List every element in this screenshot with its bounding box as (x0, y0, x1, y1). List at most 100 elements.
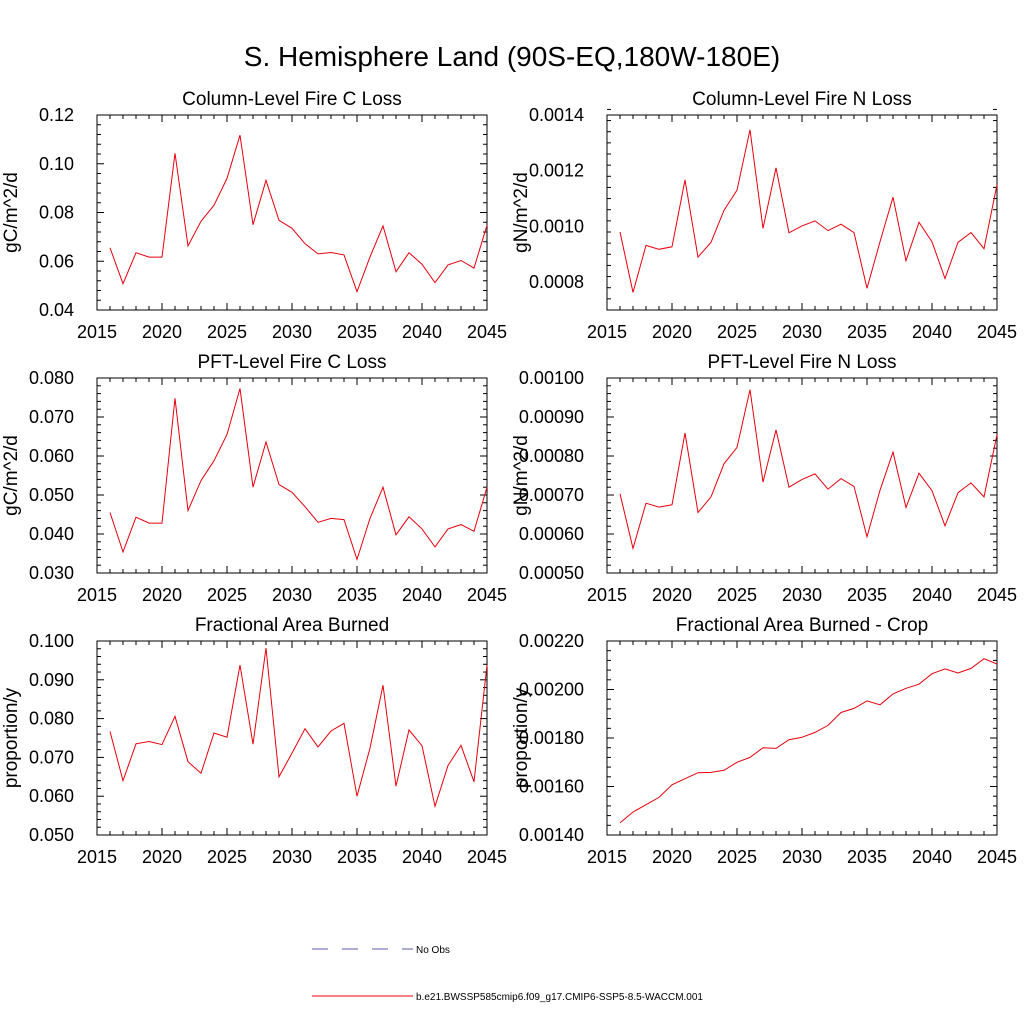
x-tick-label: 2015 (77, 847, 117, 867)
y-tick-label: 0.00100 (519, 368, 584, 388)
panel-6: Fractional Area Burned - Crop 2015 2020 202… (511, 615, 1017, 867)
x-tick-label: 2045 (467, 847, 507, 867)
x-tick-label: 2045 (467, 585, 507, 605)
y-tick-label: 0.0014 (529, 105, 584, 125)
y-tick-label: 0.04 (39, 300, 74, 320)
x-tick-label: 2035 (847, 322, 887, 342)
x-tick-label: 2045 (977, 585, 1017, 605)
x-tick-label: 2030 (272, 847, 312, 867)
x-tick-label: 2040 (402, 585, 442, 605)
panel-3: PFT-Level Fire C Loss 2015 2020 2025 2030 203… (1, 352, 507, 605)
series-line-0 (619, 389, 998, 551)
y-tick-label: 0.00060 (519, 524, 584, 544)
plot-frame (606, 377, 998, 574)
series-line-0 (619, 658, 998, 824)
plot-frame (96, 640, 488, 836)
panel-title: Fractional Area Burned - Crop (676, 615, 928, 636)
x-tick-label: 2045 (467, 322, 507, 342)
y-tick-label: 0.050 (29, 825, 74, 845)
y-tick-label: 0.0010 (529, 216, 584, 236)
y-tick-label: 0.090 (29, 670, 74, 690)
y-tick-label: 0.070 (29, 747, 74, 767)
x-tick-label: 2025 (717, 322, 757, 342)
x-tick-label: 2025 (717, 585, 757, 605)
y-tick-label: 0.080 (29, 368, 74, 388)
panel-title: Column-Level Fire N Loss (692, 89, 912, 110)
x-tick-label: 2015 (77, 322, 117, 342)
y-tick-label: 0.08 (39, 203, 74, 223)
plot-frame (96, 114, 488, 311)
x-tick-label: 2025 (207, 585, 247, 605)
x-tick-label: 2020 (142, 847, 182, 867)
y-axis-label: gN/m^2/d (511, 435, 532, 516)
y-tick-label: 0.12 (39, 105, 74, 125)
y-tick-label: 0.00160 (519, 777, 584, 797)
x-tick-label: 2030 (272, 585, 312, 605)
x-tick-label: 2020 (652, 585, 692, 605)
x-tick-label: 2030 (782, 585, 822, 605)
x-tick-label: 2035 (337, 585, 377, 605)
plot-frame (606, 640, 998, 836)
x-tick-label: 2030 (782, 847, 822, 867)
figure-title: S. Hemisphere Land (90S-EQ,180W-180E) (244, 41, 780, 72)
series-line-0 (109, 647, 488, 809)
x-tick-label: 2040 (402, 322, 442, 342)
y-tick-label: 0.00140 (519, 825, 584, 845)
x-tick-label: 2045 (977, 322, 1017, 342)
series-line-0 (109, 135, 488, 294)
y-tick-label: 0.040 (29, 524, 74, 544)
x-tick-label: 2030 (272, 322, 312, 342)
y-tick-label: 0.00050 (519, 563, 584, 583)
y-tick-label: 0.050 (29, 485, 74, 505)
x-tick-label: 2025 (207, 847, 247, 867)
x-tick-label: 2040 (402, 847, 442, 867)
y-axis-label: gC/m^2/d (1, 172, 22, 253)
y-tick-label: 0.070 (29, 407, 74, 427)
panel-title: PFT-Level Fire N Loss (708, 352, 897, 373)
legend-label-model: b.e21.BWSSP585cmip6.f09_g17.CMIP6-SSP5-8… (416, 992, 703, 1003)
panel-1: Column-Level Fire C Loss 2015 2020 2025 2030… (1, 89, 507, 342)
y-tick-label: 0.0012 (529, 161, 584, 181)
series-line-0 (109, 388, 488, 562)
y-tick-label: 0.100 (29, 631, 74, 651)
y-tick-label: 0.00200 (519, 680, 584, 700)
y-axis-label: proportion/y (1, 687, 22, 788)
y-tick-label: 0.060 (29, 446, 74, 466)
y-tick-label: 0.00220 (519, 631, 584, 651)
x-tick-label: 2040 (912, 585, 952, 605)
plot-frame (606, 114, 998, 311)
x-tick-label: 2025 (717, 847, 757, 867)
panel-2: Column-Level Fire N Loss 2015 2020 2025 2030… (511, 89, 1017, 342)
x-tick-label: 2030 (782, 322, 822, 342)
x-tick-label: 2035 (847, 585, 887, 605)
y-tick-label: 0.080 (29, 709, 74, 729)
x-tick-label: 2015 (587, 585, 627, 605)
panel-title: Column-Level Fire C Loss (182, 89, 402, 110)
x-tick-label: 2040 (912, 847, 952, 867)
y-axis-label: proportion/y (511, 687, 532, 788)
legend: No Obs b.e21.BWSSP585cmip6.f09_g17.CMIP6… (312, 945, 703, 1003)
panel-5: Fractional Area Burned 2015 2020 2025 2030 20… (1, 615, 507, 867)
y-tick-label: 0.00080 (519, 446, 584, 466)
y-tick-label: 0.00090 (519, 407, 584, 427)
y-tick-label: 0.00070 (519, 485, 584, 505)
panel-4: PFT-Level Fire N Loss 2015 2020 2025 2030 203… (511, 352, 1017, 605)
legend-label-no-obs: No Obs (416, 945, 450, 956)
y-tick-label: 0.10 (39, 154, 74, 174)
x-tick-label: 2025 (207, 322, 247, 342)
x-tick-label: 2020 (652, 847, 692, 867)
x-tick-label: 2045 (977, 847, 1017, 867)
y-axis-label: gC/m^2/d (1, 435, 22, 516)
y-tick-label: 0.030 (29, 563, 74, 583)
x-tick-label: 2020 (652, 322, 692, 342)
y-tick-label: 0.0008 (529, 272, 584, 292)
x-tick-label: 2015 (77, 585, 117, 605)
x-tick-label: 2020 (142, 322, 182, 342)
panel-title: Fractional Area Burned (195, 615, 389, 636)
panels: Column-Level Fire C Loss 2015 2020 2025 2030… (1, 89, 1017, 867)
x-tick-label: 2015 (587, 847, 627, 867)
panel-title: PFT-Level Fire C Loss (198, 352, 387, 373)
x-tick-label: 2020 (142, 585, 182, 605)
